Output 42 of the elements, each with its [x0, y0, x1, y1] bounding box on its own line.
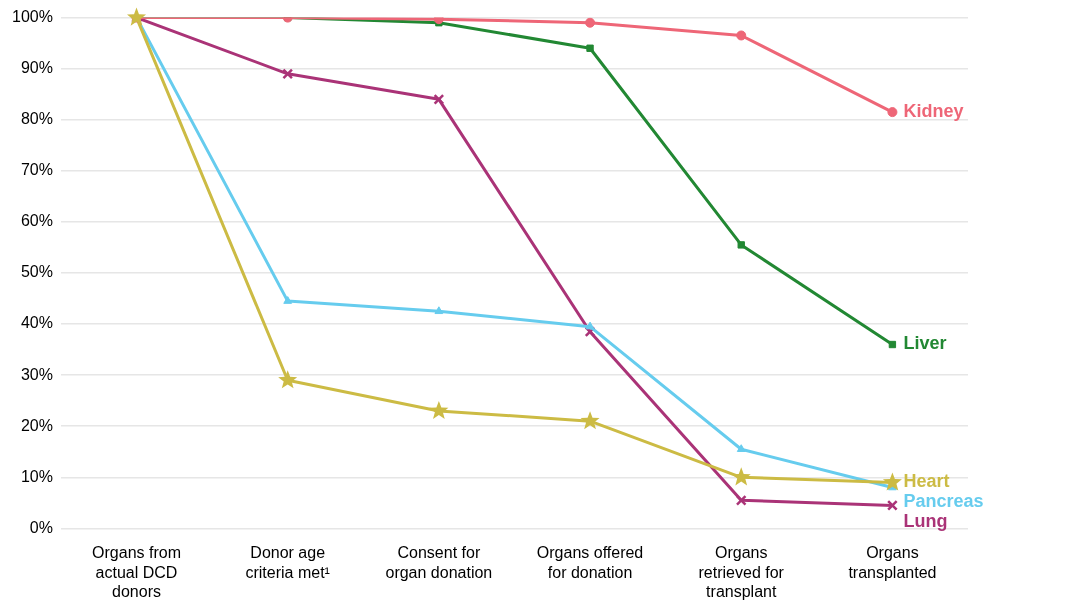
x-tick-label: Donor age criteria met¹: [245, 544, 330, 581]
x-tick-label: Organs offered for donation: [536, 544, 644, 581]
series-label: Pancreas: [903, 491, 984, 512]
x-tick-label: Organs retrieved for transplant: [698, 544, 785, 600]
point: [127, 7, 147, 26]
point: [735, 494, 747, 506]
series-label: Heart: [903, 471, 950, 492]
y-tick-label: 20%: [20, 416, 53, 434]
x-tick-label: Organs from actual DCD donors: [92, 544, 181, 600]
series-label: Lung: [903, 511, 948, 532]
point: [736, 30, 747, 41]
y-tick-label: 80%: [20, 110, 53, 128]
point: [882, 472, 902, 491]
point: [888, 340, 897, 349]
y-tick-label: 50%: [20, 263, 53, 281]
series-label: Kidney: [903, 101, 964, 122]
y-tick-label: 60%: [20, 212, 53, 230]
series-label: Liver: [903, 333, 947, 354]
point: [736, 444, 746, 452]
y-tick-label: 0%: [29, 518, 53, 536]
x-tick-label: Consent for organ donation: [385, 544, 493, 581]
point: [585, 321, 595, 330]
point: [580, 411, 600, 430]
point: [283, 296, 293, 304]
y-tick-label: 10%: [20, 467, 53, 485]
y-tick-label: 90%: [20, 59, 53, 77]
y-tick-label: 70%: [20, 161, 53, 179]
point: [737, 241, 745, 249]
point: [429, 400, 449, 420]
point: [433, 93, 445, 105]
y-tick-label: 40%: [20, 314, 53, 332]
point: [586, 44, 594, 52]
point: [886, 499, 898, 511]
x-tick-label: Organs transplanted: [848, 544, 937, 581]
point: [282, 68, 294, 80]
y-tick-label: 100%: [12, 8, 53, 26]
point: [278, 370, 298, 389]
y-tick-label: 30%: [20, 365, 53, 383]
point: [887, 107, 898, 118]
point: [585, 17, 596, 28]
point: [731, 467, 751, 486]
point: [434, 306, 444, 315]
